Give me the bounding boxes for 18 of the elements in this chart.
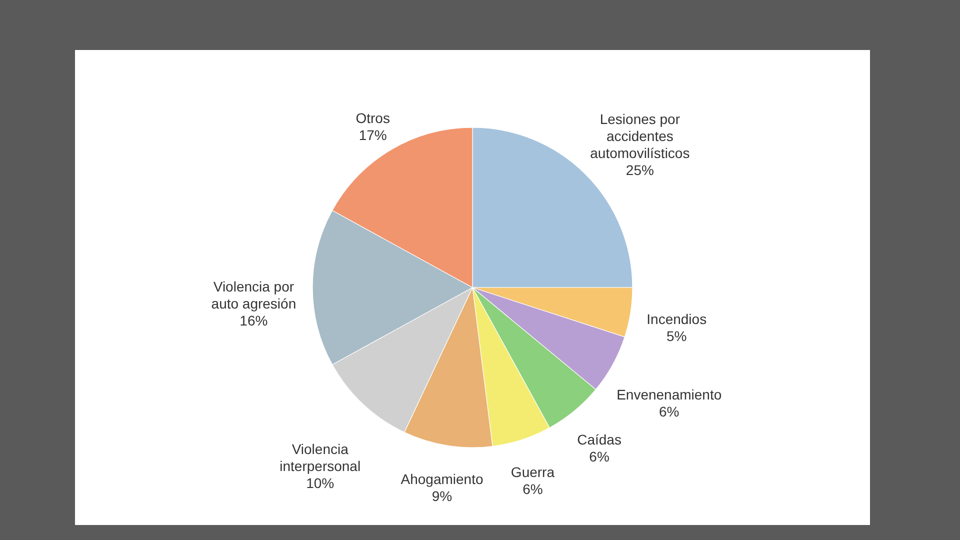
data-label: 6% [589, 448, 610, 465]
slice-label: Lesiones por accidentes automovilísticos [590, 111, 690, 162]
slice-label: Guerra [510, 464, 555, 480]
slice-label: Otros [356, 110, 390, 126]
slice-label: Violencia interpersonal [280, 440, 361, 474]
slice-label: Ahogamiento [400, 471, 484, 488]
slice-label: Violencia por auto agresión [211, 278, 296, 312]
data-label: 25% [626, 162, 654, 178]
slice-label: Caídas [577, 432, 622, 448]
slice-label: Incendios [646, 310, 707, 327]
slice-label: Envenenamiento [616, 386, 722, 403]
data-label: 16% [240, 312, 268, 328]
data-label: 6% [522, 480, 543, 497]
data-label: 10% [306, 474, 334, 491]
data-label: 17% [358, 126, 387, 143]
data-label: 5% [666, 328, 687, 344]
data-label: 6% [658, 404, 680, 420]
data-label: 9% [432, 488, 452, 504]
